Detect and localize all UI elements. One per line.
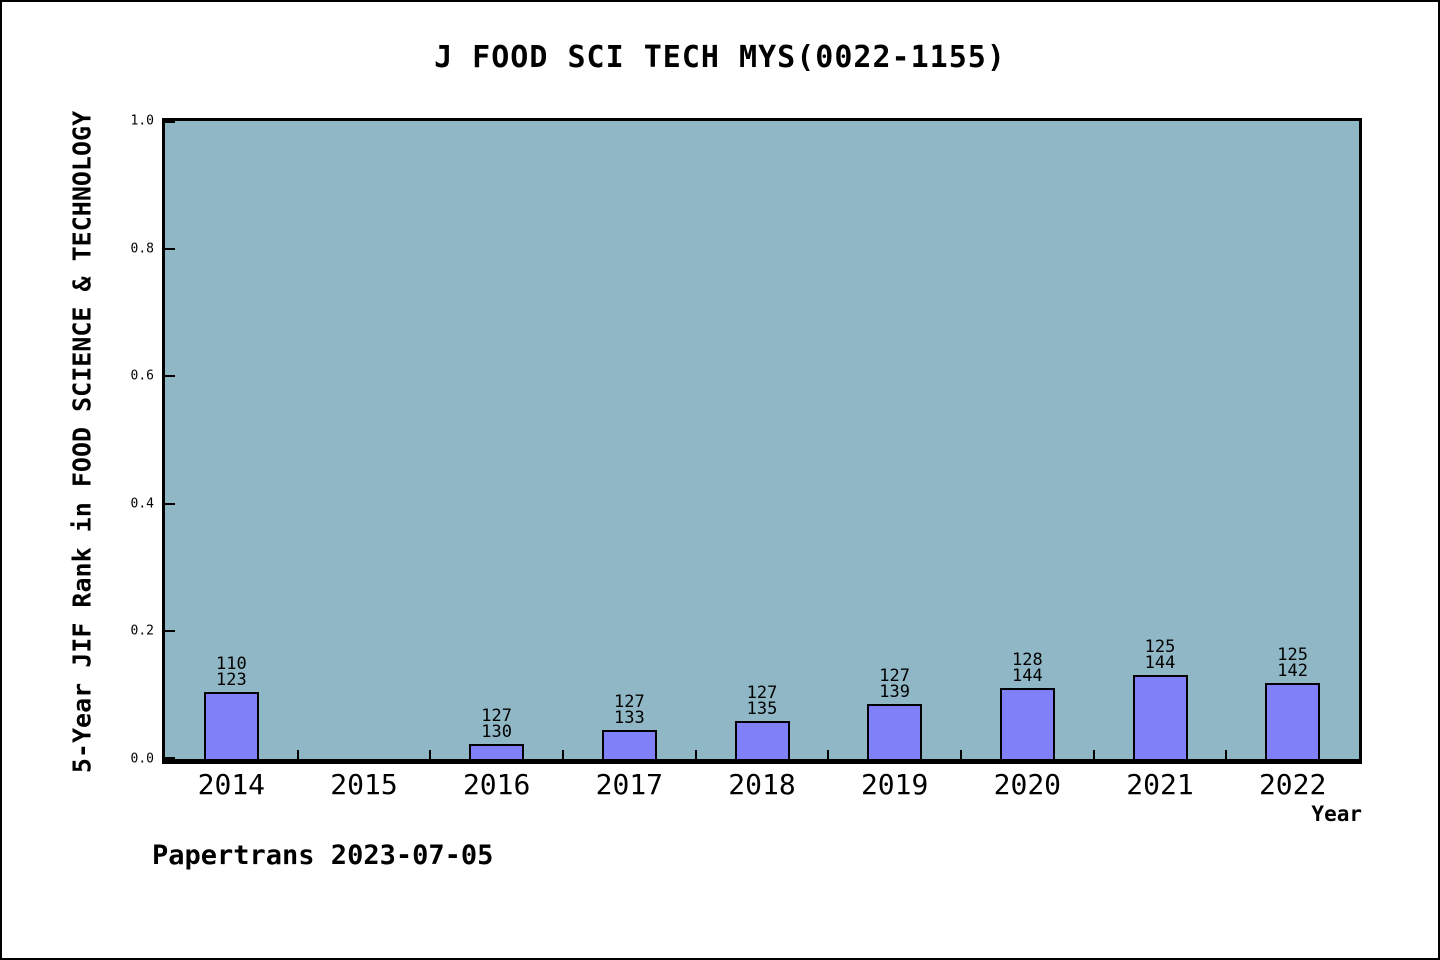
bar-2022 (1265, 683, 1321, 759)
x-tick-label-2020: 2020 (993, 768, 1062, 801)
bar-total-value: 133 (613, 708, 645, 728)
y-tick-label: 0.6 (130, 368, 154, 384)
bar-total-value: 142 (1277, 661, 1309, 681)
bar-2021 (1132, 675, 1188, 759)
y-axis-tick (165, 247, 175, 250)
bar-rank-value: 127 (879, 666, 911, 686)
bar-total-value: 139 (879, 682, 911, 702)
x-tick-label-2019: 2019 (860, 768, 929, 801)
bar-total-value: 135 (746, 699, 778, 719)
bar-rank-value: 127 (481, 706, 513, 726)
y-tick-label: 0.4 (130, 496, 154, 512)
x-axis-tick (827, 750, 830, 759)
bar-value-label-2021: 125 144 (1144, 637, 1176, 673)
x-axis-tick (429, 750, 432, 759)
bar-rank-value: 127 (746, 683, 778, 703)
bar-value-label-2017: 127 133 (613, 692, 645, 728)
bar-2014 (203, 692, 259, 759)
x-axis-tick (694, 750, 697, 759)
bar-value-label-2014: 110 123 (215, 654, 247, 690)
y-axis-tick (165, 502, 175, 505)
bar-2019 (867, 704, 923, 759)
y-tick-label: 0.0 (130, 751, 154, 767)
bar-total-value: 130 (481, 722, 513, 742)
footer-watermark: Papertrans 2023-07-05 (152, 840, 494, 871)
x-tick-label-2017: 2017 (595, 768, 664, 801)
y-axis-tick (165, 121, 175, 123)
y-axis-label: 5-Year JIF Rank in FOOD SCIENCE & TECHNO… (67, 110, 97, 774)
y-axis-tick (165, 630, 175, 633)
bar-2017 (601, 730, 657, 759)
x-tick-label-2018: 2018 (728, 768, 796, 801)
plot-area: 110 123 127 130 127 133 127 135 127 139 128 144 125 1… (162, 118, 1362, 764)
bar-value-label-2018: 127 135 (746, 683, 778, 719)
x-axis-title: Year (1311, 802, 1362, 826)
x-axis-tick (960, 750, 962, 759)
y-tick-label: 0.8 (130, 241, 154, 257)
y-axis-tick (165, 757, 175, 759)
y-tick-label: 0.2 (130, 623, 154, 639)
x-tick-label-2014: 2014 (197, 768, 266, 801)
x-tick-label-2021: 2021 (1126, 768, 1194, 801)
bar-total-value: 144 (1144, 653, 1176, 673)
bar-rank-value: 110 (215, 654, 247, 674)
bar-value-label-2016: 127 130 (481, 706, 513, 742)
bar-value-label-2022: 125 142 (1277, 645, 1309, 681)
bar-2020 (999, 688, 1055, 759)
x-tick-label-2022: 2022 (1258, 768, 1327, 801)
bar-value-label-2020: 128 144 (1011, 650, 1043, 686)
x-tick-label-2015: 2015 (330, 768, 398, 801)
bar-rank-value: 127 (613, 692, 645, 712)
x-axis-tick (1092, 750, 1095, 759)
bar-value-label-2019: 127 139 (879, 666, 911, 702)
y-tick-label: 1.0 (130, 113, 154, 129)
x-axis-tick (296, 750, 299, 759)
bar-total-value: 144 (1011, 666, 1043, 686)
y-axis-tick (165, 375, 175, 378)
x-axis-tick (1225, 750, 1228, 759)
x-tick-label-2016: 2016 (462, 768, 531, 801)
bar-rank-value: 128 (1011, 650, 1043, 670)
bar-rank-value: 125 (1144, 637, 1176, 657)
chart-title: J FOOD SCI TECH MYS(0022-1155) (434, 40, 1006, 75)
bar-2018 (734, 721, 790, 759)
bar-total-value: 123 (215, 670, 247, 690)
bar-rank-value: 125 (1277, 645, 1309, 665)
x-axis-tick (562, 750, 564, 759)
bar-2016 (469, 744, 525, 759)
